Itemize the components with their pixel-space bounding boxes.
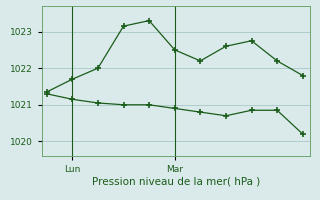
- X-axis label: Pression niveau de la mer( hPa ): Pression niveau de la mer( hPa ): [92, 177, 260, 187]
